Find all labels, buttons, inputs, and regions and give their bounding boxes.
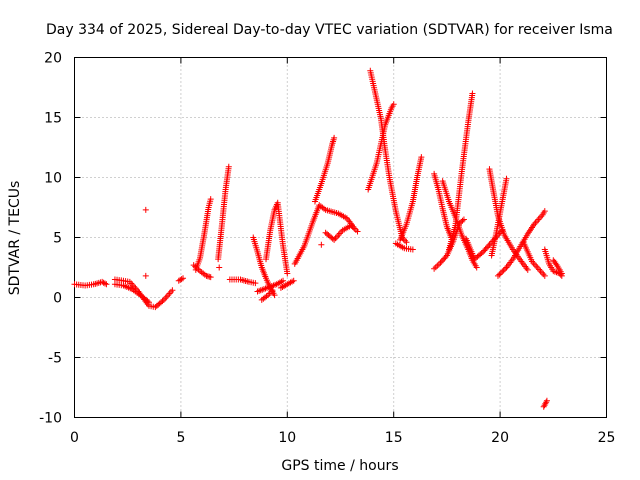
- data-point: [459, 217, 466, 224]
- data-point: [524, 266, 531, 273]
- data-point: [496, 271, 503, 278]
- axis-ticks: [74, 57, 607, 418]
- data-point: [460, 216, 467, 223]
- data-point: [409, 246, 416, 253]
- x-tick-labels: 0 5 10 15 20 25: [70, 430, 615, 446]
- data-point: [352, 227, 359, 233]
- data-point: [290, 277, 297, 284]
- data-point: [418, 154, 425, 161]
- data-point: [485, 243, 492, 250]
- x-axis-label: GPS time / hours: [281, 458, 398, 474]
- y-tick-label: 20: [44, 51, 62, 67]
- data-point: [271, 292, 278, 299]
- data-point: [483, 244, 490, 251]
- data-point: [145, 299, 152, 306]
- data-point: [442, 253, 449, 260]
- data-point: [543, 397, 550, 404]
- data-point: [280, 277, 287, 284]
- y-tick-label: 0: [53, 291, 62, 307]
- data-point: [103, 281, 110, 288]
- y-tick-label: 5: [53, 231, 62, 247]
- data-point: [481, 247, 488, 254]
- data-point: [541, 272, 548, 279]
- x-tick-label: 10: [278, 430, 296, 446]
- data-point: [435, 261, 442, 268]
- data-point: [169, 287, 176, 294]
- data-point: [207, 274, 214, 281]
- y-axis-label: SDTVAR / TECUs: [7, 181, 23, 296]
- data-point: [502, 265, 509, 272]
- data-point: [102, 280, 109, 287]
- data-point: [142, 206, 149, 213]
- y-tick-label: 15: [44, 111, 62, 127]
- grid: [74, 57, 607, 418]
- data-point: [440, 256, 447, 263]
- y-tick-label: 10: [44, 171, 62, 187]
- data-point: [482, 246, 489, 253]
- y-tick-label: -5: [48, 351, 62, 367]
- x-tick-label: 15: [385, 430, 403, 446]
- y-tick-label: -10: [39, 411, 62, 427]
- data-point: [216, 264, 223, 271]
- data-point: [432, 264, 439, 271]
- data-point: [541, 208, 548, 215]
- data-point: [144, 298, 151, 305]
- data-point: [318, 241, 325, 248]
- data-point: [100, 279, 107, 286]
- x-tick-label: 25: [598, 430, 616, 446]
- data-point: [431, 265, 438, 272]
- data-point: [331, 134, 338, 141]
- data-point: [207, 196, 214, 203]
- y-tick-labels: -10 -5 0 5 10 15 20: [39, 51, 62, 427]
- data-point: [354, 228, 361, 235]
- data-point: [542, 400, 549, 407]
- data-point: [390, 101, 397, 108]
- data-point: [469, 90, 476, 97]
- x-tick-label: 0: [70, 430, 79, 446]
- data-point: [178, 276, 185, 283]
- data-point: [180, 275, 187, 282]
- data-point: [494, 272, 501, 279]
- data-point: [441, 255, 448, 262]
- data-point: [503, 175, 510, 182]
- data-point: [269, 287, 276, 294]
- data-point: [497, 270, 504, 277]
- data-point: [480, 248, 487, 255]
- data-point: [558, 270, 565, 277]
- data-point: [500, 267, 507, 274]
- data-point: [225, 163, 232, 170]
- data-point: [403, 239, 410, 246]
- data-marks: [71, 67, 565, 410]
- data-point: [438, 258, 445, 265]
- chart-title: Day 334 of 2025, Sidereal Day-to-day VTE…: [46, 22, 613, 38]
- x-tick-label: 5: [176, 430, 185, 446]
- data-point: [499, 268, 506, 275]
- data-point: [159, 298, 166, 305]
- data-point: [284, 270, 291, 277]
- x-tick-label: 20: [491, 430, 509, 446]
- data-point: [478, 250, 485, 257]
- data-point: [142, 272, 149, 279]
- data-point: [434, 262, 441, 269]
- data-point: [473, 264, 480, 271]
- data-point: [252, 280, 259, 287]
- data-point: [437, 259, 444, 266]
